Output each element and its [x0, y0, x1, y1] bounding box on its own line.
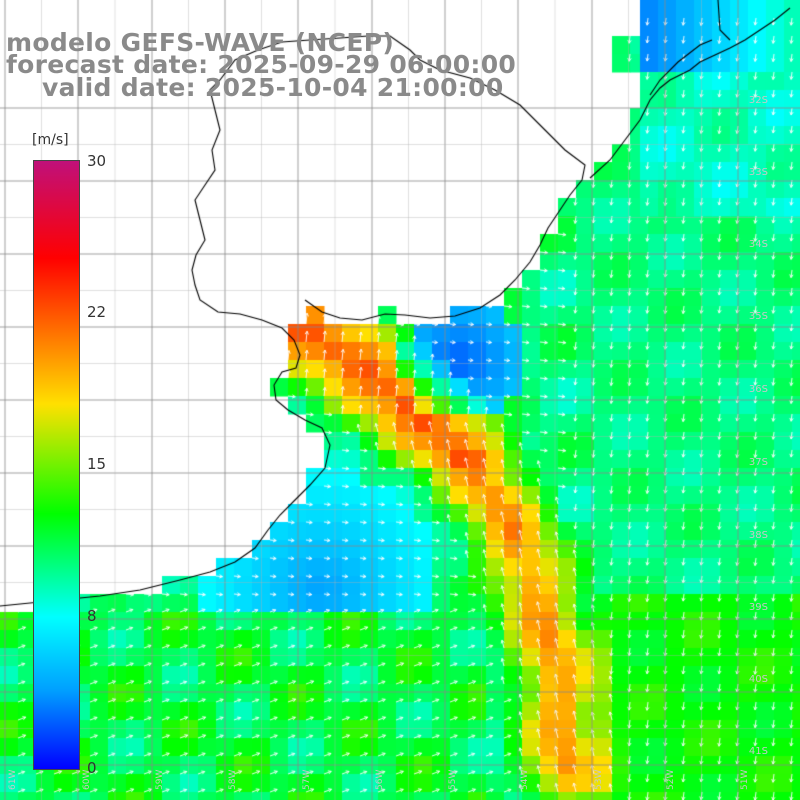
- colorbar-tick-0: 0: [87, 759, 97, 777]
- lon-label-58w: 58W: [228, 769, 238, 790]
- lon-label-53w: 53W: [594, 769, 604, 790]
- lat-label-35s: 35S: [748, 311, 768, 322]
- lon-label-61w: 61W: [8, 769, 18, 790]
- forecast-date: forecast date: 2025-09-29 06:00:00: [6, 50, 517, 79]
- lat-label-39s: 39S: [748, 602, 768, 613]
- colorbar-tick-22: 22: [87, 303, 107, 321]
- lon-label-54w: 54W: [520, 769, 530, 790]
- lon-label-56w: 56W: [375, 769, 385, 790]
- lon-label-55w: 55W: [448, 769, 458, 790]
- colorbar: [33, 160, 80, 770]
- model-title: modelo GEFS-WAVE (NCEP): [6, 28, 395, 57]
- lat-label-36s: 36S: [748, 384, 768, 395]
- valid-date: valid date: 2025-10-04 21:00:00: [42, 73, 504, 102]
- lon-label-52w: 52W: [666, 769, 676, 790]
- lat-label-34s: 34S: [748, 239, 768, 250]
- colorbar-tick-8: 8: [87, 607, 97, 625]
- lon-label-60w: 60W: [82, 769, 92, 790]
- lon-label-57w: 57W: [302, 769, 312, 790]
- colorbar-tick-15: 15: [87, 455, 107, 473]
- colorbar-unit-label: [m/s]: [32, 132, 69, 148]
- lat-label-37s: 37S: [748, 457, 768, 468]
- lon-label-51w: 51W: [740, 769, 750, 790]
- lon-label-59w: 59W: [155, 769, 165, 790]
- lat-label-41s: 41S: [748, 746, 768, 757]
- lat-label-33s: 33S: [748, 167, 768, 178]
- lat-label-32s: 32S: [748, 95, 768, 106]
- lat-label-38s: 38S: [748, 530, 768, 541]
- colorbar-tick-30: 30: [87, 152, 107, 170]
- lat-label-40s: 40S: [748, 674, 768, 685]
